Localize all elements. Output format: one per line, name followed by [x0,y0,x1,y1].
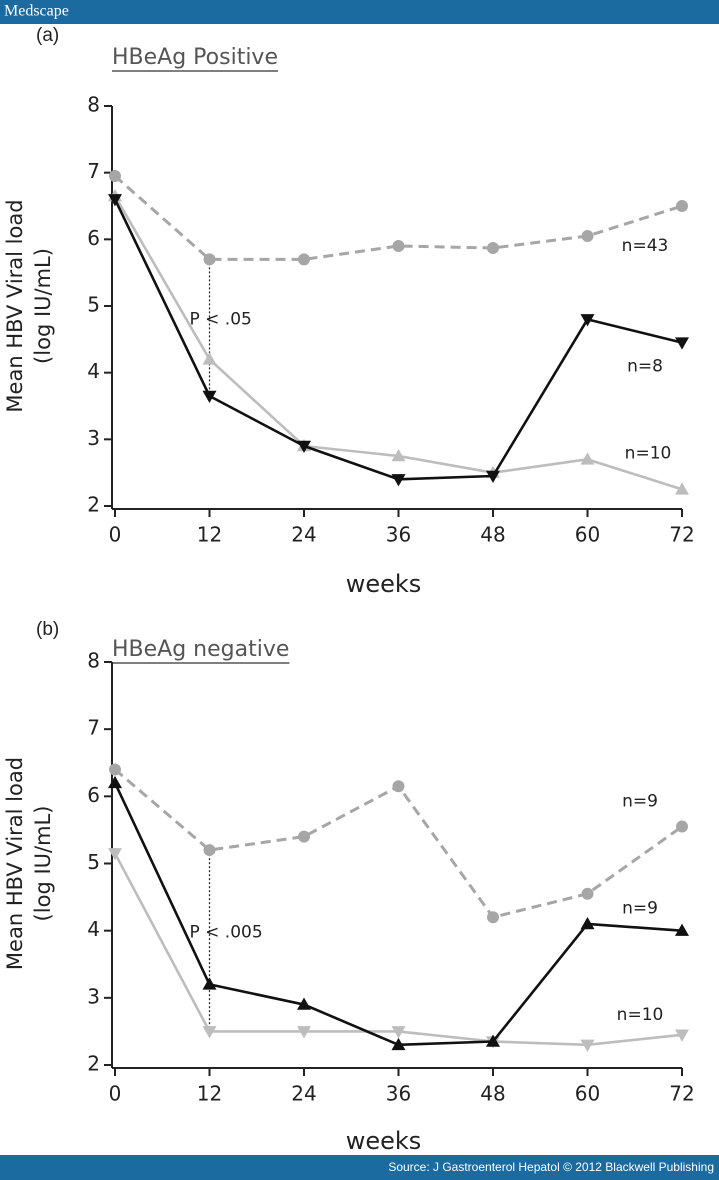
series-label: n=43 [622,236,669,256]
p-annotation: P < .005 [190,923,263,943]
data-point [486,1034,500,1047]
data-point [109,170,121,182]
data-point [487,242,499,254]
x-tick-label: 0 [109,523,122,547]
x-axis-label: weeks [346,1127,422,1155]
y-tick-label: 4 [87,917,100,941]
data-point [297,440,311,453]
y-tick-label: 8 [87,649,100,673]
series-line [113,782,683,1047]
data-point [202,390,217,403]
x-tick-label: 72 [669,523,694,547]
x-tick-label: 60 [575,1082,600,1106]
x-tick-label: 48 [480,1082,505,1106]
y-axis-label: (log IU/mL) [31,248,55,364]
data-point [202,977,217,990]
x-tick-label: 0 [109,1082,122,1106]
y-tick-label: 6 [87,783,100,807]
data-point [391,449,406,462]
p-annotation: P < .05 [190,310,252,330]
series-label: n=8 [627,357,663,377]
footer-bar [0,1155,719,1180]
data-point [676,820,688,833]
data-point [108,848,122,861]
data-point [298,830,310,843]
data-point [580,1039,595,1052]
y-tick-label: 5 [87,293,100,317]
data-point [581,887,594,900]
y-axis-label: (log IU/mL) [31,806,55,922]
data-point [298,253,310,266]
data-point [109,763,121,776]
panel-label: (a) [36,25,59,46]
y-tick-label: 8 [87,93,100,117]
data-point [675,1029,689,1042]
y-axis-label: Mean HBV Viral load [3,199,27,412]
panel-label: (b) [36,619,59,640]
data-point [580,314,595,327]
x-tick-label: 72 [669,1082,694,1106]
y-tick-label: 2 [87,493,100,517]
y-tick-label: 3 [87,984,100,1008]
data-point [581,230,594,242]
y-tick-label: 7 [87,159,100,183]
series-line [113,852,683,1047]
data-point [487,911,499,924]
series-label: n=9 [622,792,658,812]
series-label: n=10 [617,1005,664,1025]
x-tick-label: 12 [197,523,222,547]
data-point [297,997,311,1010]
data-point [391,1037,406,1051]
series-label: n=9 [622,899,658,919]
header-bar [0,0,719,24]
x-axis-label: weeks [346,570,422,598]
data-point [675,482,689,495]
x-tick-label: 24 [291,523,316,547]
data-point [392,240,405,252]
data-point [202,352,217,365]
data-point [108,194,122,207]
header-logo: Medscape [4,3,69,20]
y-tick-label: 5 [87,850,100,874]
y-tick-label: 6 [87,226,100,250]
data-point [676,200,688,212]
data-point [108,775,122,789]
data-point [486,470,500,483]
x-tick-label: 36 [386,1082,411,1106]
y-tick-label: 2 [87,1052,100,1076]
data-point [675,337,689,350]
data-point [392,780,405,793]
data-point [580,916,595,930]
y-axis-label: Mean HBV Viral load [3,757,27,970]
x-tick-label: 12 [197,1082,222,1106]
x-tick-label: 60 [575,523,600,547]
data-point [203,253,216,266]
source: Source: J Gastroenterol Hepatol © 2012 B… [388,1160,714,1174]
y-tick-label: 3 [87,426,100,450]
data-point [580,452,595,465]
data-point [391,474,406,487]
y-tick-label: 7 [87,716,100,740]
data-point [297,1026,311,1039]
data-point [675,923,689,936]
x-tick-label: 36 [386,523,411,547]
chart-title: HBeAg negative [112,637,289,662]
data-point [391,1026,406,1039]
data-point [202,1026,217,1039]
data-point [203,844,216,857]
series-label: n=10 [625,443,672,463]
chart-title: HBeAg Positive [112,45,278,70]
x-tick-label: 48 [480,523,505,547]
x-tick-label: 24 [291,1082,316,1106]
y-tick-label: 4 [87,359,100,383]
